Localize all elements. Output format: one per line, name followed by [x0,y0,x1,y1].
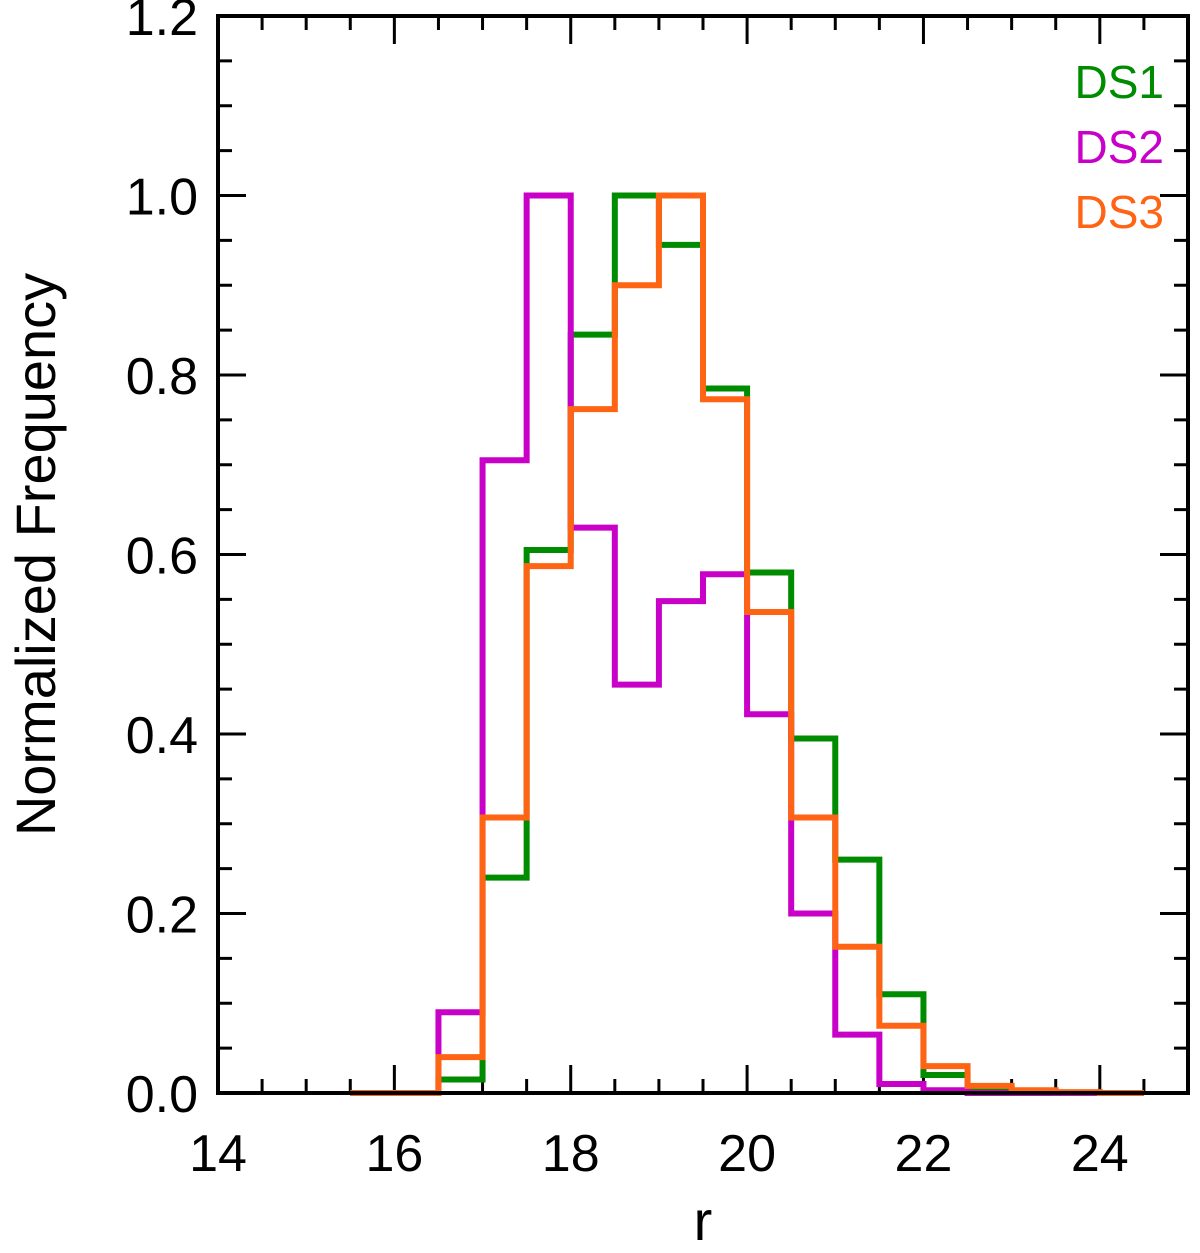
y-tick-label: 0.4 [126,707,198,765]
x-tick-label: 22 [895,1125,953,1183]
legend-entry-ds3: DS3 [1075,186,1164,238]
y-tick-label: 1.0 [126,169,198,227]
y-tick-label: 0.0 [126,1066,198,1124]
x-tick-label: 24 [1071,1125,1129,1183]
legend: DS1 DS2 DS3 [1075,56,1164,238]
y-tick-label: 0.6 [126,528,198,586]
y-tick-label: 0.2 [126,887,198,945]
y-tick-label: 0.8 [126,348,198,406]
legend-entry-ds2: DS2 [1075,121,1164,173]
plot-frame [216,14,1190,1095]
tick-labels: 14 16 18 20 22 24 0.0 0.2 0.4 0.6 0.8 1.0 1.2 [126,0,1129,1183]
series-ds2-line [350,192,1144,1096]
series-ds3-line [350,192,1144,1096]
tick-marks [216,14,1190,1095]
y-tick-label: 1.2 [126,0,198,47]
x-tick-label: 14 [189,1125,247,1183]
legend-entry-ds1: DS1 [1075,56,1164,108]
series-layer [350,192,1144,1096]
x-tick-label: 18 [542,1125,600,1183]
y-axis-label: Normalized Frequency [4,273,67,836]
x-tick-label: 20 [718,1125,776,1183]
x-axis-label: r [694,1189,713,1252]
x-tick-label: 16 [365,1125,423,1183]
